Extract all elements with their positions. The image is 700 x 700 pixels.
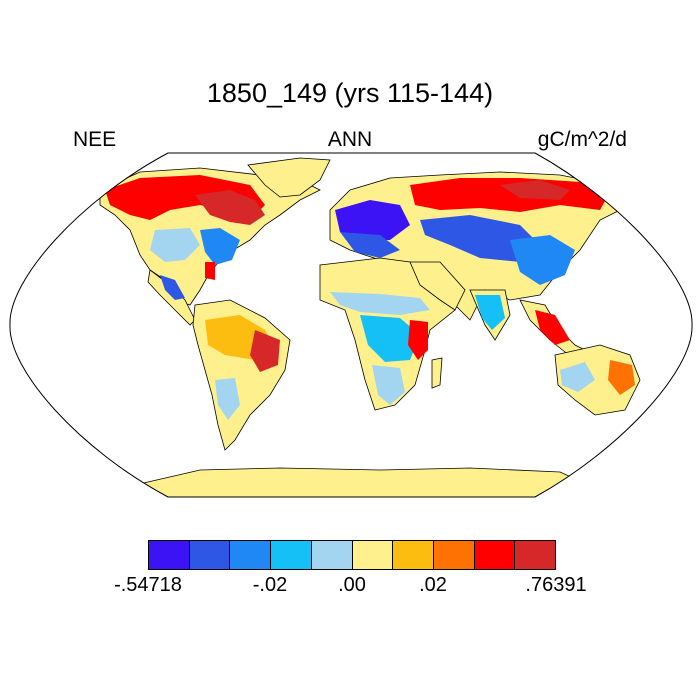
nee-patch-australia-west: [560, 362, 595, 392]
colorbar-swatch: [393, 541, 434, 569]
nee-patch-brazil-east: [250, 330, 280, 372]
colorbar-swatch: [230, 541, 272, 569]
madagascar: [431, 357, 443, 389]
plot-title: 1850_149 (yrs 115-144): [206, 78, 494, 108]
antarctica: [134, 467, 602, 497]
colorbar-swatch: [474, 541, 516, 569]
colorbar-tick-label: -.02: [252, 574, 288, 596]
colorbar: [148, 540, 556, 570]
nee-patch-argentina: [215, 378, 240, 420]
land-layer: [99, 157, 641, 497]
map-boundary: [9, 152, 693, 498]
colorbar-tick-label: .76391: [525, 574, 587, 596]
nee-patch-florida: [205, 262, 215, 280]
colorbar-tick-label: .02: [419, 574, 447, 596]
nee-patch-canada-east: [195, 190, 265, 225]
nee-patch-europe: [335, 200, 410, 240]
variable-label: NEE: [73, 128, 117, 151]
nee-patch-sahara: [325, 262, 420, 292]
colorbar-swatch: [189, 541, 231, 569]
arabia: [409, 261, 466, 311]
colorbar-swatch: [149, 541, 190, 569]
nee-patch-se-asia: [535, 310, 570, 345]
nee-patch-europe-south: [340, 232, 400, 258]
colorbar-swatch: [515, 541, 556, 569]
nee-patch-siberia: [410, 178, 610, 212]
colorbar-swatch: [311, 541, 353, 569]
nee-patch-siberia-east: [500, 180, 570, 200]
colorbar-swatch: [433, 541, 475, 569]
nee-patch-us-east: [200, 228, 240, 265]
nee-patch-us-central: [150, 228, 200, 262]
nee-patch-south-africa: [372, 365, 405, 405]
nee-patch-mexico: [160, 275, 185, 300]
greenland: [247, 157, 331, 198]
colorbar-swatch: [352, 541, 394, 569]
colorbar-tick-label: .00: [338, 574, 366, 596]
colorbar-swatch: [271, 541, 312, 569]
nee-patch-india: [475, 295, 505, 330]
units-label: gC/m^2/d: [537, 128, 627, 151]
season-label: ANN: [327, 128, 373, 151]
nee-patch-sahel: [330, 292, 430, 315]
nee-patch-east-africa: [408, 320, 428, 360]
nee-patch-china: [510, 235, 575, 285]
colorbar-tick-label: -.54718: [114, 574, 182, 596]
nee-patch-australia-east: [608, 360, 635, 395]
nee-patch-congo: [360, 315, 420, 362]
nee-patch-central-asia: [420, 215, 540, 262]
